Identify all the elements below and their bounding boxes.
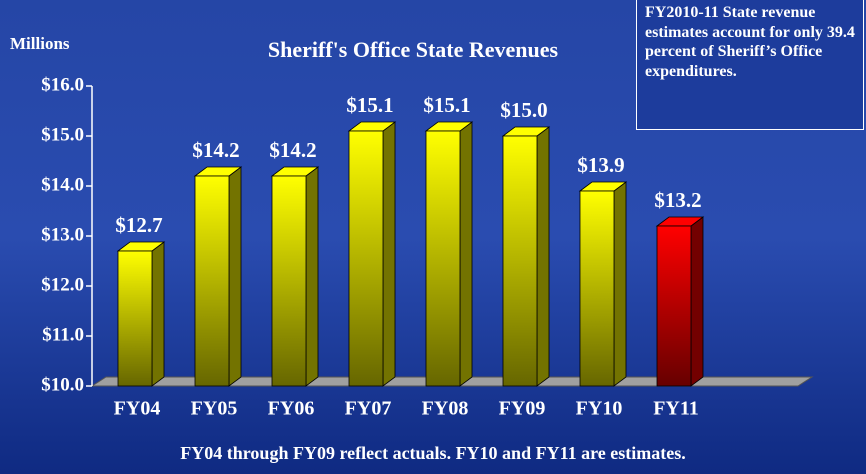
value-label: $13.9 bbox=[577, 153, 624, 177]
bar-shade bbox=[272, 176, 306, 386]
chart-title: Sheriff's Office State Revenues bbox=[268, 37, 559, 62]
value-label: $15.0 bbox=[500, 98, 547, 122]
bar-shade bbox=[503, 136, 537, 386]
bar-side-shade bbox=[229, 167, 241, 386]
y-tick-label: $14.0 bbox=[41, 174, 84, 195]
bar-side-shade bbox=[614, 182, 626, 386]
bar-side-shade bbox=[152, 242, 164, 386]
bar-shade bbox=[118, 251, 152, 386]
bar-shade bbox=[426, 131, 460, 386]
y-axis-label: Millions bbox=[10, 34, 70, 53]
x-tick-label: FY09 bbox=[499, 398, 546, 420]
value-label: $13.2 bbox=[654, 188, 701, 212]
y-tick-label: $16.0 bbox=[41, 74, 84, 95]
bar-side-shade bbox=[537, 127, 549, 386]
x-tick-label: FY11 bbox=[653, 398, 699, 420]
bar-shade bbox=[657, 226, 691, 386]
y-tick-label: $12.0 bbox=[41, 274, 84, 295]
x-tick-label: FY04 bbox=[114, 398, 161, 420]
bar-shade bbox=[195, 176, 229, 386]
value-label: $14.2 bbox=[269, 138, 316, 162]
annotation: FY2010-11 State revenue estimates accoun… bbox=[636, 0, 864, 130]
bar-side-shade bbox=[383, 122, 395, 386]
value-label: $12.7 bbox=[115, 213, 162, 237]
y-tick-label: $10.0 bbox=[41, 374, 84, 395]
x-tick-label: FY08 bbox=[422, 398, 469, 420]
value-label: $15.1 bbox=[346, 93, 393, 117]
y-tick-label: $13.0 bbox=[41, 224, 84, 245]
bar-shade bbox=[580, 191, 614, 386]
x-tick-label: FY06 bbox=[268, 398, 315, 420]
footnote: FY04 through FY09 reflect actuals. FY10 … bbox=[180, 443, 685, 463]
bar-side-shade bbox=[460, 122, 472, 386]
y-tick-label: $11.0 bbox=[42, 324, 84, 345]
bar-side-shade bbox=[306, 167, 318, 386]
bar-shade bbox=[349, 131, 383, 386]
x-tick-label: FY05 bbox=[191, 398, 238, 420]
x-tick-label: FY10 bbox=[576, 398, 623, 420]
value-label: $14.2 bbox=[192, 138, 239, 162]
value-label: $15.1 bbox=[423, 93, 470, 117]
bar-side-shade bbox=[691, 217, 703, 386]
x-tick-label: FY07 bbox=[345, 398, 392, 420]
y-tick-label: $15.0 bbox=[41, 124, 84, 145]
